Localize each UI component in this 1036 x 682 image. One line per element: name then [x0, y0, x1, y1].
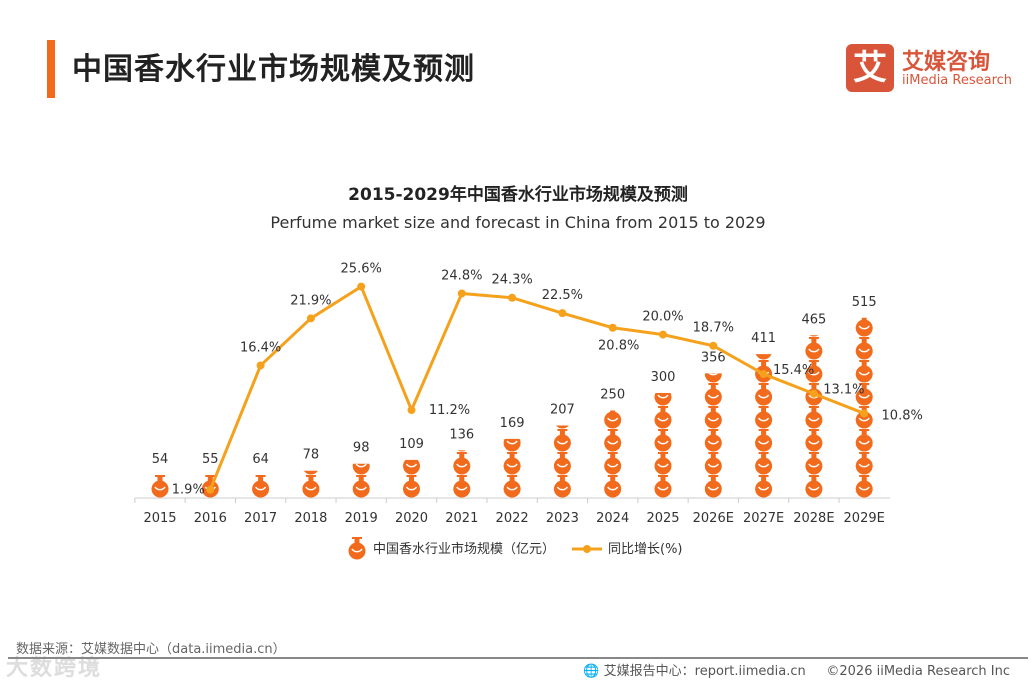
bar-value-label: 169	[500, 416, 525, 431]
growth-label: 16.4%	[240, 340, 281, 355]
pictogram-bar	[151, 475, 169, 498]
legend-line-marker	[583, 545, 591, 553]
x-tick-label: 2018	[294, 511, 327, 526]
x-tick-label: 2025	[646, 511, 679, 526]
pictogram-bar	[553, 425, 571, 498]
growth-label: 1.9%	[172, 483, 205, 498]
logo-mark: 艾	[846, 44, 894, 92]
pictogram-bar	[604, 410, 622, 498]
growth-point	[709, 341, 718, 350]
pictogram-bar	[755, 354, 773, 498]
report-center: 艾媒报告中心：report.iimedia.cn	[603, 664, 806, 679]
pictogram-bar	[252, 475, 270, 498]
bar-value-label: 411	[751, 331, 776, 346]
growth-point	[659, 330, 667, 339]
footer-info: 🌐 艾媒报告中心：report.iimedia.cn ©2026 iiMedia…	[583, 660, 1010, 679]
pictogram-bar	[453, 450, 471, 498]
footer-divider	[8, 657, 1028, 659]
x-tick-label: 2020	[395, 511, 428, 526]
growth-label: 25.6%	[341, 262, 382, 277]
bar-value-label: 356	[701, 350, 726, 365]
logo-name-cn: 艾媒咨询	[902, 50, 991, 75]
x-tick-label: 2021	[445, 511, 478, 526]
copyright: ©2026 iiMedia Research Inc	[826, 664, 1010, 679]
pictogram-bar	[855, 317, 873, 498]
growth-label: 15.4%	[773, 363, 814, 378]
growth-point	[608, 323, 617, 332]
bar-value-label: 465	[801, 312, 826, 327]
data-source: 数据来源：艾媒数据中心（data.iimedia.cn）	[16, 642, 286, 657]
bar-value-label: 98	[353, 441, 370, 456]
growth-point	[759, 370, 768, 379]
watermark: 大数跨境	[6, 656, 103, 681]
bar-value-label: 207	[550, 403, 575, 418]
growth-label: 21.9%	[290, 293, 331, 308]
bar-value-label: 300	[651, 370, 676, 385]
growth-point	[457, 289, 466, 298]
growth-label: 24.3%	[491, 273, 532, 288]
pictogram-bar	[704, 373, 722, 498]
growth-point	[558, 309, 567, 318]
growth-point	[306, 314, 315, 323]
growth-label: 24.8%	[441, 268, 482, 283]
page-title: 中国香水行业市场规模及预测	[72, 52, 475, 87]
growth-point	[860, 409, 869, 418]
logo-name-en: iiMedia Research	[902, 73, 1013, 88]
legend-line-label: 同比增长(%)	[608, 542, 683, 557]
x-tick-label: 2024	[596, 511, 629, 526]
x-tick-label: 2015	[143, 511, 176, 526]
bar-value-label: 55	[202, 452, 219, 467]
x-tick-label: 2019	[345, 511, 378, 526]
bar-value-label: 250	[600, 388, 625, 403]
x-tick-label: 2026E	[693, 511, 734, 526]
iimedia-logo: 艾 艾媒咨询 iiMedia Research	[846, 44, 1026, 92]
growth-point	[357, 282, 366, 291]
growth-label: 18.7%	[693, 321, 734, 336]
chart-title: 2015-2029年中国香水行业市场规模及预测	[348, 185, 688, 205]
growth-label: 22.5%	[542, 288, 583, 303]
bar-value-label: 64	[252, 452, 269, 467]
pictogram-bar	[503, 438, 521, 498]
growth-label: 11.2%	[429, 403, 470, 418]
bar-value-label: 109	[399, 437, 424, 452]
legend-bar-label: 中国香水行业市场规模（亿元）	[373, 541, 555, 557]
x-tick-label: 2029E	[844, 511, 885, 526]
growth-point	[256, 361, 265, 370]
globe-icon: 🌐	[583, 664, 600, 679]
bar-value-label: 136	[449, 427, 474, 442]
growth-point	[206, 485, 215, 494]
pictogram-bar	[403, 459, 420, 498]
pictogram-bar	[302, 470, 320, 498]
growth-point	[508, 293, 517, 302]
legend-bar-icon	[348, 537, 366, 560]
bar-value-label: 54	[152, 452, 169, 467]
bar-value-label: 78	[303, 448, 320, 463]
pictogram-bar	[654, 393, 672, 498]
pictogram-bar	[352, 463, 370, 498]
growth-label: 20.8%	[598, 339, 639, 354]
growth-label: 20.0%	[642, 310, 683, 325]
chart-subtitle: Perfume market size and forecast in Chin…	[270, 213, 766, 232]
growth-point	[407, 406, 416, 415]
growth-label: 13.1%	[823, 383, 864, 398]
bar-value-label: 515	[852, 295, 877, 310]
growth-line	[208, 284, 865, 491]
x-tick-label: 2027E	[743, 511, 784, 526]
x-tick-label: 2028E	[793, 511, 834, 526]
x-tick-label: 2023	[546, 511, 579, 526]
growth-point	[809, 389, 818, 398]
pictogram-bar	[805, 335, 823, 498]
x-tick-label: 2016	[194, 511, 227, 526]
x-tick-label: 2022	[496, 511, 529, 526]
growth-label: 10.8%	[882, 408, 923, 423]
title-accent-bar	[47, 40, 55, 98]
x-tick-label: 2017	[244, 511, 277, 526]
